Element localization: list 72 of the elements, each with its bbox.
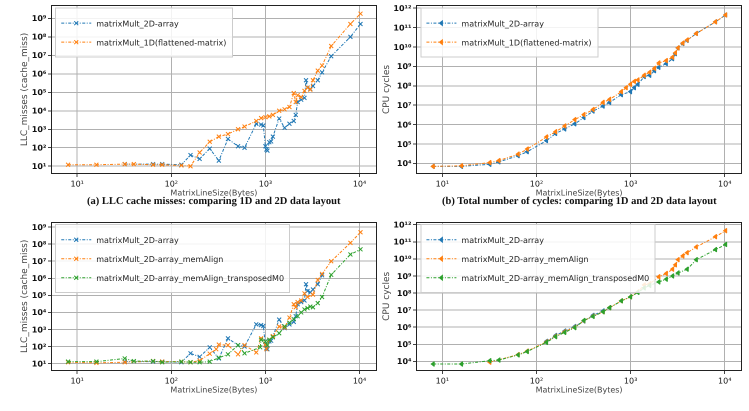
y-tick-label: 10⁸ <box>396 82 412 91</box>
x-tick-label: 10² <box>530 376 544 386</box>
y-tick-label: 10⁵ <box>32 291 47 300</box>
y-tick-label: 10⁶ <box>32 70 47 79</box>
y-tick-label: 10⁹ <box>396 272 412 281</box>
legend-label: matrixMult_1D(flattened-matrix) <box>461 38 592 48</box>
y-tick-label: 10⁷ <box>396 101 412 110</box>
x-axis-title: MatrixLineSize(Bytes) <box>170 188 258 198</box>
y-tick-label: 10¹¹ <box>393 238 412 247</box>
y-tick-label: 10² <box>32 144 47 153</box>
x-tick-label: 10⁴ <box>352 376 366 386</box>
y-tick-label: 10⁹ <box>32 222 47 232</box>
y-tick-label: 10¹¹ <box>393 23 412 32</box>
y-tick-label: 10¹ <box>32 359 47 368</box>
y-tick-label: 10⁸ <box>32 240 47 249</box>
y-tick-label: 10⁴ <box>396 357 412 366</box>
x-tick-label: 10¹ <box>436 180 450 189</box>
legend-label: matrixMult_2D-array <box>96 236 180 245</box>
y-tick-label: 10⁵ <box>396 340 412 350</box>
x-tick-label: 10⁴ <box>718 376 732 386</box>
x-tick-label: 10² <box>164 180 178 189</box>
legend-label: matrixMult_2D-array <box>461 19 544 28</box>
y-tick-label: 10⁴ <box>396 159 412 168</box>
y-tick-label: 10⁹ <box>32 14 47 24</box>
x-tick-label: 10¹ <box>70 180 84 189</box>
y-tick-label: 10³ <box>32 325 47 334</box>
x-axis-title: MatrixLineSize(Bytes) <box>536 188 623 198</box>
y-tick-label: 10¹² <box>393 220 412 230</box>
y-tick-label: 10⁸ <box>396 288 412 298</box>
y-axis-title: CPU cycles <box>382 271 392 321</box>
y-tick-label: 10⁶ <box>396 120 412 130</box>
y-tick-label: 10¹² <box>393 4 412 14</box>
x-tick-label: 10³ <box>624 376 638 386</box>
legend-label: matrixMult_2D-array <box>96 19 180 28</box>
x-tick-label: 10⁴ <box>352 180 366 189</box>
x-axis-title: MatrixLineSize(Bytes) <box>536 385 623 394</box>
x-tick-label: 10³ <box>624 180 638 189</box>
y-tick-label: 10⁴ <box>32 308 47 318</box>
x-tick-label: 10¹ <box>436 376 450 386</box>
legend-label: matrixMult_2D-array <box>461 236 544 245</box>
y-tick-label: 10⁸ <box>32 32 47 42</box>
legend-label: matrixMult_2D-array_memAlign <box>461 254 589 264</box>
y-tick-label: 10⁷ <box>396 306 412 315</box>
x-tick-label: 10² <box>164 376 178 386</box>
text: (a) LLC cache misses: comparing 1D and 2D data layout <box>87 196 341 207</box>
legend-label: matrixMult_2D-array_memAlign <box>96 254 224 264</box>
legend-label: matrixMult_1D(flattened-matrix) <box>96 38 226 48</box>
y-tick-label: 10⁵ <box>396 140 412 149</box>
x-tick-label: 10⁴ <box>718 180 732 189</box>
y-tick-label: 10³ <box>32 125 47 134</box>
x-axis-title: MatrixLineSize(Bytes) <box>170 385 258 394</box>
y-axis-title: LLC_misses (cache_miss) <box>20 32 30 146</box>
y-tick-label: 10⁴ <box>32 106 47 116</box>
legend-label: matrixMult_2D-array_memAlign_transposedM0 <box>461 274 650 283</box>
y-tick-label: 10⁶ <box>32 274 47 284</box>
y-tick-label: 10¹⁰ <box>393 42 412 52</box>
x-tick-label: 10³ <box>258 180 272 189</box>
text: (b) Total number of cycles: comparing 1D and 2D data layout <box>442 196 718 207</box>
y-tick-label: 10⁹ <box>396 62 412 72</box>
y-tick-label: 10² <box>32 342 47 352</box>
y-axis-title: CPU cycles <box>382 64 392 114</box>
y-tick-label: 10⁶ <box>396 323 412 332</box>
legend-label: matrixMult_2D-array_memAlign_transposedM0 <box>96 274 284 283</box>
x-tick-label: 10¹ <box>70 376 84 386</box>
y-tick-label: 10¹⁰ <box>393 254 412 264</box>
x-tick-label: 10³ <box>258 376 272 386</box>
y-tick-label: 10⁵ <box>32 88 47 98</box>
y-tick-label: 10¹ <box>32 162 47 172</box>
y-tick-label: 10⁷ <box>32 257 47 266</box>
y-axis-title: LLC_misses (cache_miss) <box>20 240 30 353</box>
y-tick-label: 10⁷ <box>32 51 47 60</box>
x-tick-label: 10² <box>530 180 544 189</box>
